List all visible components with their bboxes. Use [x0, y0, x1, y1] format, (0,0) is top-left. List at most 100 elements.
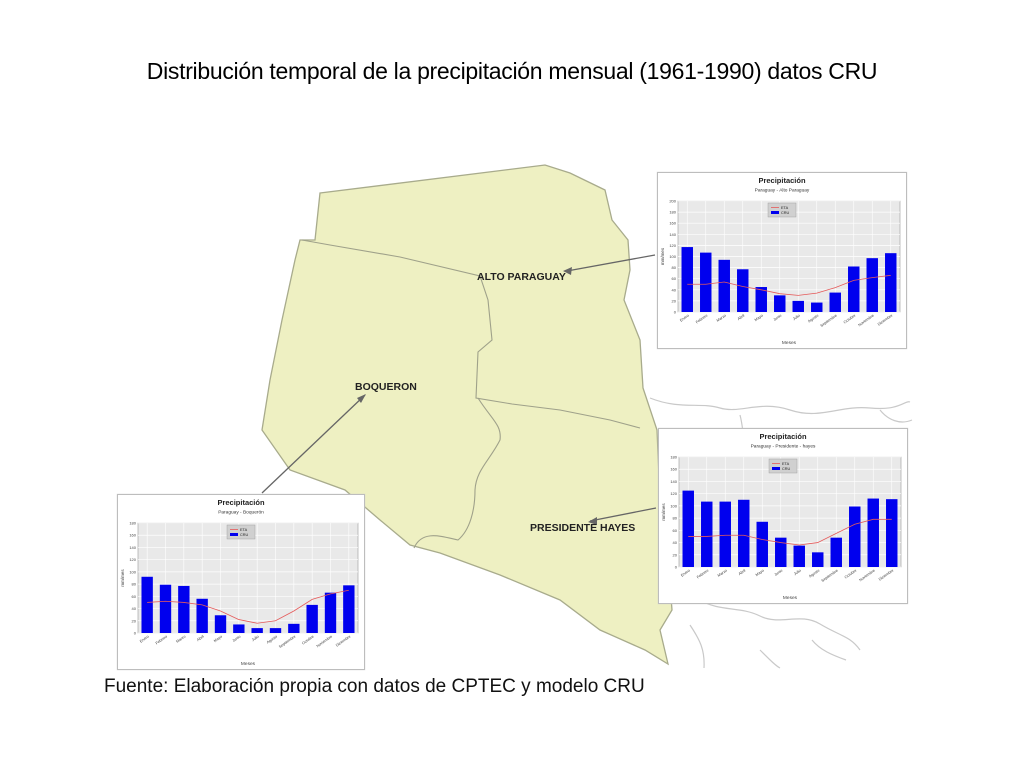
x-tick-label: Marzo [716, 314, 727, 323]
x-tick-label: Diciembre [878, 569, 894, 582]
y-tick-label: 20 [672, 298, 677, 303]
source-note: Fuente: Elaboración propia con datos de … [104, 676, 645, 697]
bar-mayo [214, 615, 227, 633]
legend-swatch-cru [772, 467, 780, 470]
bar-agosto [812, 552, 824, 567]
series-line-eta [687, 274, 891, 296]
bar-febrero [700, 252, 712, 312]
y-tick-label: 20 [673, 552, 678, 557]
bar-febrero [701, 501, 713, 567]
x-tick-label: Marzo [717, 569, 728, 578]
y-tick-label: 120 [129, 557, 136, 562]
series-line-eta [147, 589, 349, 624]
bar-abril [738, 499, 750, 567]
bar-diciembre [343, 585, 355, 633]
bar-julio [793, 545, 805, 567]
bar-octubre [306, 604, 318, 633]
y-tick-label: 0 [674, 310, 677, 315]
neighbor-borders [649, 397, 913, 669]
y-tick-label: 60 [673, 528, 678, 533]
y-tick-label: 140 [670, 479, 677, 484]
chart-title: Precipitación [758, 176, 806, 185]
x-tick-label: Mayo [754, 314, 764, 323]
x-tick-label: Julio [792, 314, 801, 322]
bar-enero [681, 247, 693, 312]
y-tick-label: 160 [670, 467, 677, 472]
bar-septiembre [288, 623, 300, 633]
chart-presidente-hayes: Precipitación Paraguay - Presidente - hay… [658, 428, 908, 604]
y-tick-label: 160 [129, 533, 136, 538]
y-tick-label: 120 [670, 491, 677, 496]
x-tick-label: Febrero [155, 635, 168, 646]
department-borders [301, 239, 641, 549]
x-tick-label: Septiembre [278, 635, 296, 649]
bar-marzo [718, 259, 730, 312]
y-tick-label: 60 [672, 276, 677, 281]
legend-label-eta: ETA [240, 528, 248, 532]
legend-label-cru: CRU [781, 211, 789, 215]
bar-enero [682, 490, 694, 567]
region-label-presidente-hayes: PRESIDENTE HAYES [530, 522, 635, 534]
y-tick-label: 0 [134, 631, 137, 636]
y-axis-label: mm/mes [120, 569, 125, 587]
x-tick-label: Julio [251, 635, 260, 643]
bar-septiembre [830, 537, 842, 567]
y-axis-label: mm/mes [660, 247, 665, 265]
bar-abril [737, 269, 749, 312]
x-tick-label: Septiembre [820, 314, 838, 328]
x-tick-label: Junio [232, 635, 242, 643]
chart-subtitle: Paraguay - Alto Paraguay [755, 188, 810, 194]
connector-alto [566, 254, 656, 272]
y-tick-label: 40 [672, 287, 677, 292]
x-tick-label: Noviembre [316, 635, 333, 649]
bar-abril [196, 598, 208, 633]
x-tick-label: Agosto [807, 314, 819, 324]
x-tick-label: Junio [773, 314, 783, 322]
bar-agosto [269, 628, 282, 633]
legend-label-eta: ETA [781, 206, 789, 210]
page-title: Distribución temporal de la precipitació… [146, 58, 878, 84]
bar-noviembre [324, 592, 337, 633]
bar-diciembre [885, 253, 897, 312]
legend-label-cru: CRU [782, 467, 790, 471]
y-axis-label: mm/mes [661, 503, 666, 521]
plot-area [678, 456, 902, 568]
bar-mayo [756, 521, 768, 567]
chart-title: Precipitación [759, 432, 807, 441]
chart-boqueron: Precipitación Paraguay - Boquerón 0 20 40 60 8… [117, 494, 365, 670]
chart-svg: Precipitación Paraguay - Alto Paraguay 0 20… [660, 176, 901, 346]
bar-noviembre [867, 498, 879, 567]
y-tick-label: 160 [669, 221, 676, 226]
x-tick-label: Febrero [696, 569, 709, 580]
bar-enero [141, 576, 153, 633]
x-tick-label: Octubre [844, 569, 857, 580]
legend-swatch-cru [771, 211, 779, 214]
x-tick-label: Marzo [175, 635, 186, 644]
bar-julio [792, 300, 804, 312]
x-tick-label: Septiembre [821, 569, 839, 583]
bar-junio [774, 295, 786, 312]
x-tick-label: Enero [679, 314, 690, 323]
bar-agosto [811, 302, 823, 312]
chart-subtitle: Paraguay - Presidente - hayes [751, 444, 816, 450]
bar-marzo [178, 585, 190, 633]
y-tick-label: 140 [129, 545, 136, 550]
y-tick-label: 40 [673, 540, 678, 545]
y-tick-label: 20 [132, 618, 137, 623]
y-tick-label: 40 [132, 606, 137, 611]
x-tick-label: Mayo [755, 569, 765, 578]
region-label-alto-paraguay: ALTO PARAGUAY [477, 271, 566, 283]
bar-octubre [849, 506, 861, 567]
x-axis-label: Meses [783, 595, 798, 601]
chart-connectors [261, 254, 657, 525]
x-tick-label: Abril [196, 634, 205, 642]
region-label-boqueron: BOQUERON [355, 381, 417, 393]
y-tick-label: 60 [132, 594, 137, 599]
y-tick-label: 100 [669, 254, 676, 259]
x-tick-label: Agosto [808, 569, 820, 579]
x-tick-label: Diciembre [335, 635, 351, 648]
chart-alto-paraguay: Precipitación Paraguay - Alto Paraguay 0 20… [657, 172, 907, 349]
x-tick-label: Enero [680, 569, 691, 578]
bar-febrero [159, 584, 172, 633]
